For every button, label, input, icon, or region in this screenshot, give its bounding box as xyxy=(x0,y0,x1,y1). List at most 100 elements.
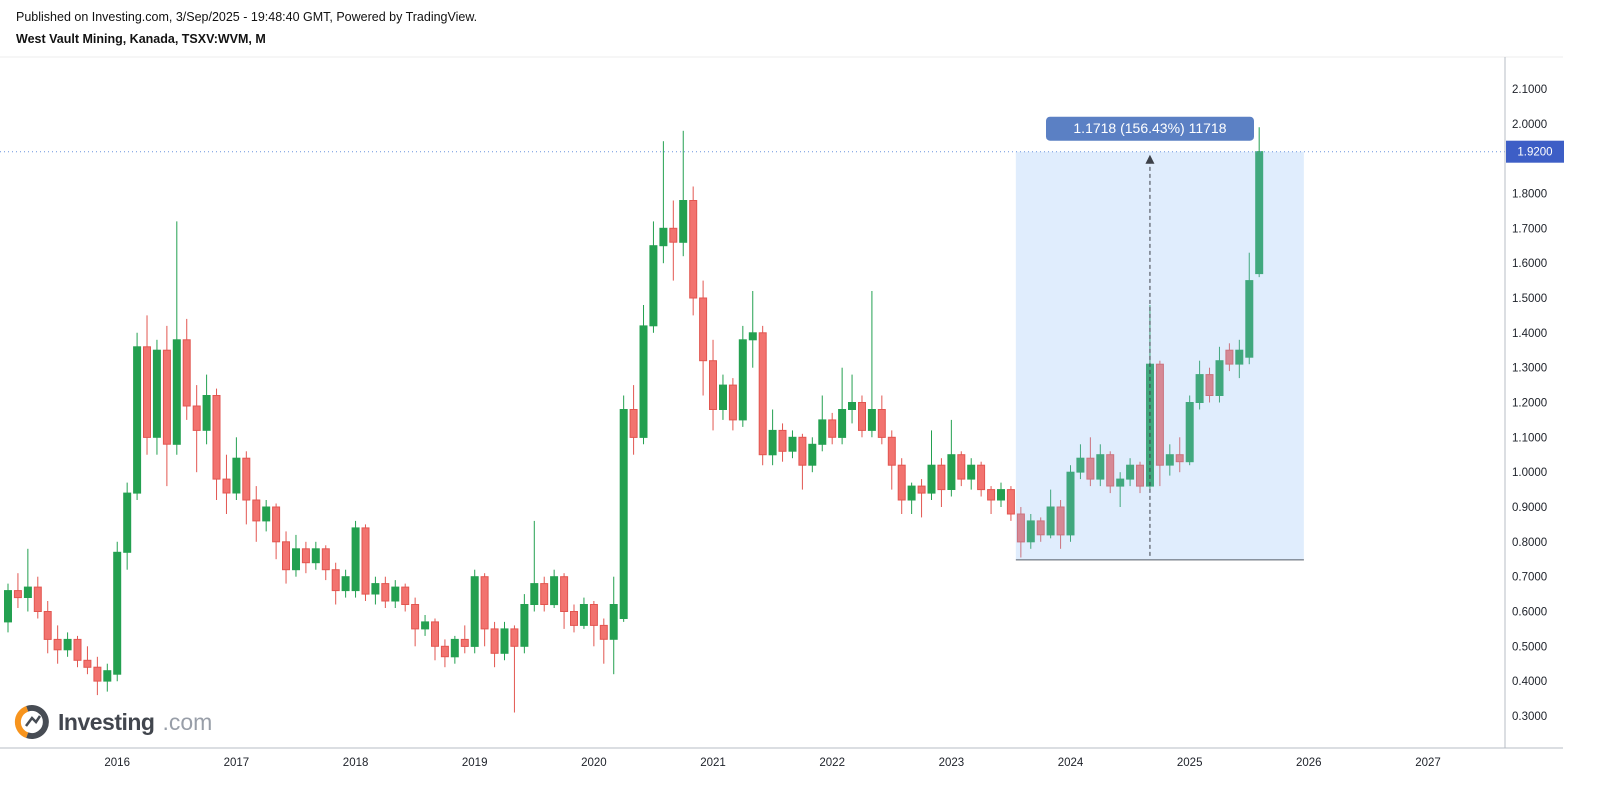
candle-down xyxy=(778,423,787,462)
price-tick-label: 0.4000 xyxy=(1512,676,1547,688)
price-tick-label: 1.6000 xyxy=(1512,258,1547,270)
candle-up xyxy=(133,332,142,500)
time-axis[interactable]: 2016 2017 2018 2019 2020 2021 2022 2023 2024 2025… xyxy=(104,757,1440,769)
candle-up xyxy=(818,395,827,452)
price-tick-label: 1.3000 xyxy=(1512,363,1547,375)
candle-up xyxy=(649,221,658,333)
measurement-zone[interactable] xyxy=(1015,151,1304,560)
candle-up xyxy=(1096,444,1105,487)
year-tick-label: 2016 xyxy=(104,757,130,769)
candle-up xyxy=(579,597,588,629)
candle-up xyxy=(1235,339,1244,379)
candle-up xyxy=(1195,360,1204,410)
candle-down xyxy=(143,315,151,455)
candle-down xyxy=(192,385,201,473)
candle-up xyxy=(4,583,12,633)
candle-down xyxy=(1006,486,1015,521)
candle-down xyxy=(1056,500,1065,549)
candle-down xyxy=(1155,360,1164,487)
year-tick-label: 2019 xyxy=(462,757,488,769)
candle-up xyxy=(123,482,132,570)
year-tick-label: 2023 xyxy=(939,757,965,769)
candle-up xyxy=(232,437,241,500)
year-tick-label: 2026 xyxy=(1296,757,1322,769)
candle-up xyxy=(63,632,72,657)
candle-down xyxy=(1036,517,1045,542)
candle-down xyxy=(440,639,449,668)
candle-down xyxy=(699,280,708,396)
measurement-arrowhead xyxy=(1145,154,1155,164)
candle-down xyxy=(570,604,578,633)
candle-up xyxy=(103,663,112,692)
candle-down xyxy=(758,325,767,466)
candle-up xyxy=(659,141,668,264)
candle-down xyxy=(887,430,896,490)
candle-down xyxy=(13,573,22,608)
candle-down xyxy=(1086,437,1095,487)
candle-down xyxy=(1225,343,1234,372)
year-tick-label: 2021 xyxy=(700,757,726,769)
instrument-title: West Vault Mining, Kanada, TSXV:WVM, M xyxy=(16,32,266,46)
candle-down xyxy=(599,618,608,664)
candle-down xyxy=(689,186,698,316)
candle-up xyxy=(1185,395,1194,466)
candle-down xyxy=(1016,507,1025,558)
candle-down xyxy=(43,601,52,654)
candle-up xyxy=(1245,252,1254,365)
candle-down xyxy=(858,395,866,438)
price-badge-text: 1.9200 xyxy=(1517,147,1552,159)
candle-down xyxy=(272,503,281,560)
candle-down xyxy=(282,531,290,584)
candle-down xyxy=(401,583,410,612)
candle-down xyxy=(540,576,549,612)
candle-up xyxy=(1046,489,1055,539)
candle-up xyxy=(947,419,956,497)
year-tick-label: 2025 xyxy=(1177,757,1203,769)
candle-up xyxy=(997,482,1005,507)
candle-down xyxy=(510,625,519,713)
measurement-label[interactable]: 1.1718 (156.43%) 11718 xyxy=(1046,116,1254,141)
candle-up xyxy=(907,482,916,514)
candle-up xyxy=(1215,346,1224,403)
price-axis[interactable]: 2.10002.00001.90001.80001.70001.60001.50… xyxy=(1512,84,1547,723)
candle-up xyxy=(500,621,509,661)
year-tick-label: 2017 xyxy=(224,757,250,769)
candle-up xyxy=(867,291,876,438)
candle-up xyxy=(172,221,181,455)
candle-up xyxy=(351,520,360,598)
candle-down xyxy=(1106,451,1115,494)
candle-down xyxy=(589,601,598,647)
candle-down xyxy=(728,378,737,431)
candle-up xyxy=(639,305,648,445)
price-tick-label: 1.0000 xyxy=(1512,467,1547,479)
candle-down xyxy=(301,541,310,574)
candle-down xyxy=(182,318,191,420)
price-tick-label: 0.7000 xyxy=(1512,572,1547,584)
candle-up xyxy=(391,580,400,608)
price-tick-label: 2.1000 xyxy=(1512,84,1547,96)
candle-down xyxy=(987,486,996,514)
year-tick-label: 2018 xyxy=(343,757,369,769)
candle-down xyxy=(411,597,420,647)
candle-down xyxy=(431,618,439,661)
candle-up xyxy=(1026,514,1035,549)
candle-up xyxy=(788,430,797,459)
price-badge: 1.9200 xyxy=(1506,140,1564,163)
candle-up xyxy=(609,576,618,675)
candle-down xyxy=(669,200,678,281)
price-tick-label: 0.3000 xyxy=(1512,711,1547,723)
candle-down xyxy=(917,479,926,518)
published-line: Published on Investing.com, 3/Sep/2025 -… xyxy=(16,10,478,24)
candle-up xyxy=(202,374,211,445)
year-tick-label: 2024 xyxy=(1058,757,1084,769)
candle-up xyxy=(1066,465,1075,542)
price-tick-label: 1.5000 xyxy=(1512,293,1547,305)
candle-up xyxy=(848,374,856,424)
price-tick-label: 0.8000 xyxy=(1512,537,1547,549)
candle-up xyxy=(262,500,271,532)
candle-down xyxy=(709,339,717,431)
candle-down xyxy=(798,433,807,490)
candle-up xyxy=(719,374,727,420)
candle-up xyxy=(967,458,976,490)
